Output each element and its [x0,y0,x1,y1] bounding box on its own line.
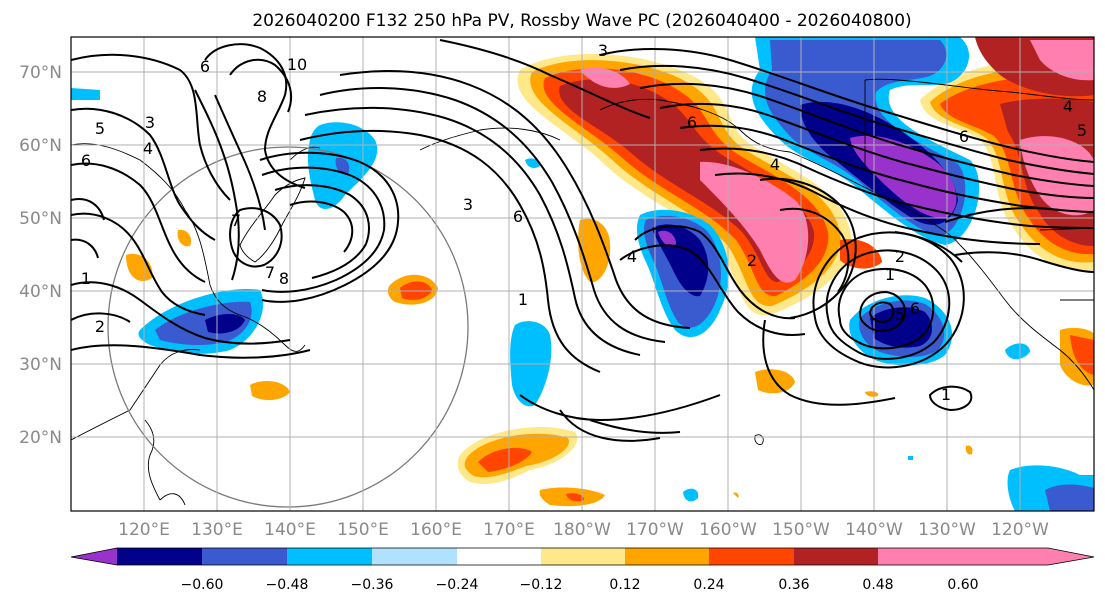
colorbar-segment [457,548,541,565]
contour-labels: 3 6 10 8 5 3 4 6 7 7 8 1 2 3 6 4 1 2 6 4 [81,41,1087,404]
contour-label: 10 [287,55,307,74]
contour-label: 4 [627,247,637,266]
contour-label: 2 [895,247,905,266]
lon-label: 160°W [699,520,757,540]
longitude-axis: 120°E 130°E 140°E 150°E 160°E 170°E 180°… [118,520,1049,540]
contour-label: 3 [598,41,608,60]
lon-label: 120°W [991,520,1049,540]
lon-label: 160°E [410,520,462,540]
contour-label: 7 [231,211,241,230]
contour-label: 5 [895,305,905,324]
colorbar-segment [287,548,372,565]
colorbar-segment [794,548,878,565]
latitude-axis: 70°N 60°N 50°N 40°N 30°N 20°N [19,63,62,448]
colorbar-segment [541,548,625,565]
lon-label: 170°W [626,520,684,540]
reference-circle [107,146,469,508]
contour-label: 6 [910,299,920,318]
contour-label: 5 [1077,121,1087,140]
contour-label: 1 [81,269,91,288]
contour-label: 1 [885,265,895,284]
colorbar-segment [117,548,202,565]
contour-label: 6 [687,113,697,132]
lon-label: 170°E [483,520,535,540]
lat-label: 40°N [19,282,62,302]
colorbar-tick: −0.24 [436,577,479,593]
contour-label: 1 [941,385,951,404]
contour-label: 6 [959,127,969,146]
colorbar-over-arrow [963,548,1094,565]
colorbar-segment [372,548,457,565]
colorbar: −0.60 −0.48 −0.36 −0.24 −0.12 0.12 0.24 … [70,547,1095,593]
colorbar-tick: 0.24 [693,577,724,593]
colorbar-tick: 0.48 [862,577,893,593]
contour-label: 7 [265,263,275,282]
contour-label: 6 [81,151,91,170]
map-frame [70,36,1095,512]
lat-label: 70°N [19,63,62,83]
contour-label: 8 [257,87,267,106]
lon-label: 150°W [772,520,830,540]
map-panel: 3 6 10 8 5 3 4 6 7 7 8 1 2 3 6 4 1 2 6 4 [70,36,1095,512]
contour-label: 2 [95,317,105,336]
colorbar-tick: −0.36 [351,577,394,593]
lon-label: 140°W [845,520,903,540]
lat-label: 30°N [19,355,62,375]
lat-label: 60°N [19,136,62,156]
colorbar-under-arrow [71,548,117,565]
colorbar-outline [70,547,1095,566]
contour-label: 2 [747,251,757,270]
colorbar-segment [878,548,963,565]
colorbar-tick: −0.48 [266,577,309,593]
contour-label: 4 [143,139,153,158]
colorbar-tick: 0.36 [778,577,809,593]
colorbar-tick: 0.60 [947,577,978,593]
contour-label: 8 [279,269,289,288]
map-title: 2026040200 F132 250 hPa PV, Rossby Wave … [252,11,911,31]
colorbar-tick: 0.12 [609,577,640,593]
lon-label: 120°E [118,520,170,540]
pv-contours [71,39,1094,442]
contour-label: 3 [145,113,155,132]
contour-label: 6 [513,207,523,226]
lon-label: 140°E [264,520,316,540]
lon-label: 150°E [337,520,389,540]
contour-label: 4 [1063,97,1073,116]
contour-label: 6 [200,57,210,76]
colorbar-tick: −0.12 [520,577,563,593]
contour-label: 3 [463,195,473,214]
lon-label: 180°W [553,520,611,540]
contour-label: 1 [518,290,528,309]
colorbar-segment [202,548,287,565]
lon-label: 130°W [918,520,976,540]
lat-label: 20°N [19,428,62,448]
contour-label: 4 [770,155,780,174]
colorbar-tick: −0.60 [181,577,224,593]
colorbar-segment [709,548,794,565]
lon-label: 130°E [191,520,243,540]
lat-label: 50°N [19,209,62,229]
colorbar-segment [625,548,709,565]
contour-label: 5 [95,119,105,138]
